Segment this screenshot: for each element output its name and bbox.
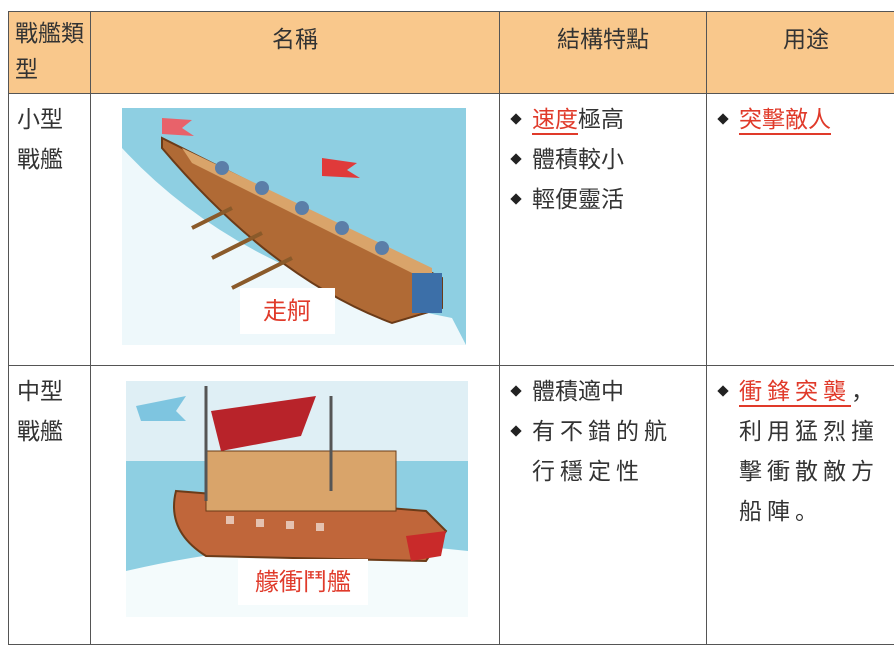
feature-text: 極高 — [578, 107, 624, 133]
feature: 有不錯的航行穩定性 — [508, 412, 698, 492]
uses-list: 衝鋒突襲，利用猛烈撞擊衝散敵方船陣。 — [715, 372, 894, 532]
features-cell: 速度極高 體積較小 輕便靈活 — [499, 93, 707, 366]
ship-illustration: 走舸 — [122, 108, 466, 345]
ship-name: 走舸 — [263, 297, 311, 325]
type-cell: 中型戰艦 — [8, 365, 91, 645]
use: 突擊敵人 — [715, 100, 894, 140]
features-cell: 體積適中 有不錯的航行穩定性 — [499, 365, 707, 645]
header-cell: 用途 — [706, 11, 894, 94]
header-cell: 結構特點 — [499, 11, 707, 94]
features-list: 體積適中 有不錯的航行穩定性 — [508, 372, 698, 492]
highlight: 衝鋒突襲 — [739, 379, 851, 407]
uses-cell: 突擊敵人 — [706, 93, 894, 366]
use-text: ，利用猛烈撞擊衝散敵方船陣。 — [739, 379, 879, 525]
highlight: 突擊敵人 — [739, 107, 831, 135]
uses-list: 突擊敵人 — [715, 100, 894, 140]
feature: 輕便靈活 — [508, 180, 698, 220]
feature: 體積較小 — [508, 140, 698, 180]
image-cell: 艨衝鬥艦 — [90, 365, 500, 645]
header-cell: 名稱 — [90, 11, 500, 94]
feature: 速度極高 — [508, 100, 698, 140]
features-list: 速度極高 體積較小 輕便靈活 — [508, 100, 698, 220]
ship-illustration: 艨衝鬥艦 — [126, 381, 468, 617]
uses-cell: 衝鋒突襲，利用猛烈撞擊衝散敵方船陣。 — [706, 365, 894, 645]
image-cell: 走舸 — [90, 93, 500, 366]
ship-name: 艨衝鬥艦 — [255, 568, 351, 596]
use: 衝鋒突襲，利用猛烈撞擊衝散敵方船陣。 — [715, 372, 894, 532]
highlight: 速度 — [532, 107, 578, 135]
header-cell: 戰艦類型 — [8, 11, 91, 94]
feature: 體積適中 — [508, 372, 698, 412]
type-cell: 小型戰艦 — [8, 93, 91, 366]
